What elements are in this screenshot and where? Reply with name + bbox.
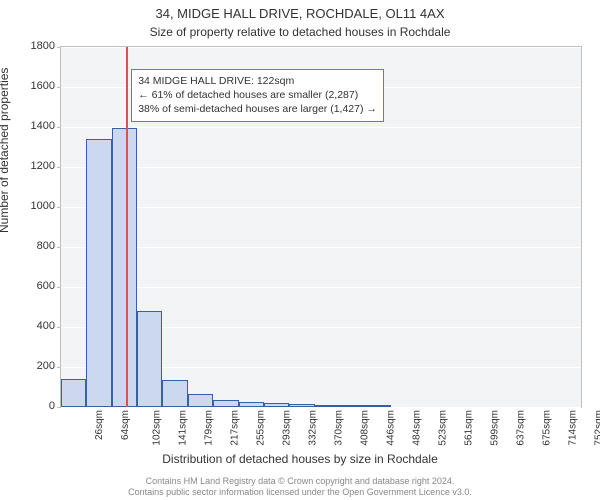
x-tick-label: 179sqm [204, 410, 215, 446]
gridline [61, 207, 581, 208]
histogram-bar [86, 139, 111, 407]
histogram-bar [162, 380, 187, 407]
x-tick-label: 523sqm [438, 410, 449, 446]
histogram-bar [213, 400, 238, 407]
gridline [61, 167, 581, 168]
info-box-line: 38% of semi-detached houses are larger (… [138, 102, 377, 116]
x-tick-label: 64sqm [120, 410, 131, 440]
histogram-bar [264, 403, 289, 407]
y-tick-label: 800 [15, 240, 55, 252]
y-tick-label: 1000 [15, 200, 55, 212]
x-tick-label: 637sqm [516, 410, 527, 446]
histogram-bar [112, 128, 137, 407]
y-axis-label: Number of detached properties [0, 68, 11, 233]
footer-line-2: Contains public sector information licen… [0, 487, 600, 498]
info-box: 34 MIDGE HALL DRIVE: 122sqm← 61% of deta… [131, 69, 384, 122]
y-tick-label: 1600 [15, 80, 55, 92]
histogram-bar [61, 379, 86, 407]
x-tick-label: 675sqm [542, 410, 553, 446]
x-tick-label: 102sqm [152, 410, 163, 446]
y-tick-label: 1800 [15, 40, 55, 52]
chart-subtitle: Size of property relative to detached ho… [0, 23, 600, 39]
footer-attribution: Contains HM Land Registry data © Crown c… [0, 476, 600, 498]
x-tick-label: 752sqm [594, 410, 600, 446]
x-tick-label: 141sqm [178, 410, 189, 446]
gridline [61, 247, 581, 248]
marker-line [126, 47, 128, 407]
histogram-bar [340, 405, 365, 407]
histogram-bar [188, 394, 213, 407]
y-tick-label: 0 [15, 400, 55, 412]
gridline [61, 407, 581, 408]
gridline [61, 287, 581, 288]
footer-line-1: Contains HM Land Registry data © Crown c… [0, 476, 600, 487]
y-tick-label: 600 [15, 280, 55, 292]
x-tick-label: 26sqm [94, 410, 105, 440]
chart-title: 34, MIDGE HALL DRIVE, ROCHDALE, OL11 4AX [0, 0, 600, 23]
gridline [61, 127, 581, 128]
x-tick-label: 561sqm [464, 410, 475, 446]
x-tick-label: 293sqm [282, 410, 293, 446]
x-tick-label: 484sqm [412, 410, 423, 446]
x-tick-label: 332sqm [308, 410, 319, 446]
y-tick-label: 200 [15, 360, 55, 372]
plot-area: 34 MIDGE HALL DRIVE: 122sqm← 61% of deta… [60, 46, 582, 408]
histogram-bar [315, 405, 340, 407]
x-tick-label: 446sqm [386, 410, 397, 446]
x-axis-label: Distribution of detached houses by size … [0, 452, 600, 466]
y-tick-label: 400 [15, 320, 55, 332]
histogram-bar [289, 404, 314, 407]
x-tick-label: 217sqm [230, 410, 241, 446]
x-tick-label: 714sqm [568, 410, 579, 446]
x-tick-label: 599sqm [490, 410, 501, 446]
y-tick-label: 1200 [15, 160, 55, 172]
gridline [61, 47, 581, 48]
info-box-line: 34 MIDGE HALL DRIVE: 122sqm [138, 74, 377, 88]
chart-container: 34, MIDGE HALL DRIVE, ROCHDALE, OL11 4AX… [0, 0, 600, 500]
info-box-line: ← 61% of detached houses are smaller (2,… [138, 88, 377, 102]
x-tick-label: 408sqm [360, 410, 371, 446]
histogram-bar [137, 311, 162, 407]
histogram-bar [365, 405, 390, 407]
x-tick-label: 255sqm [256, 410, 267, 446]
histogram-bar [239, 402, 264, 407]
x-tick-label: 370sqm [334, 410, 345, 446]
y-tick-label: 1400 [15, 120, 55, 132]
